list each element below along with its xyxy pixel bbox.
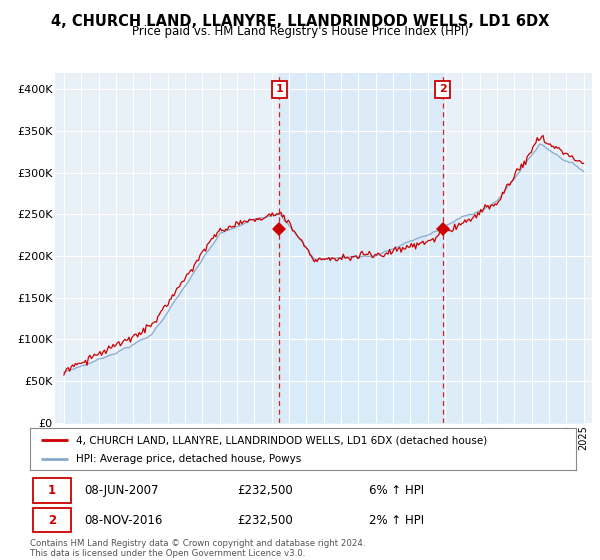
Text: 08-JUN-2007: 08-JUN-2007: [85, 484, 159, 497]
Text: 1: 1: [275, 85, 283, 95]
Bar: [280, 73, 443, 423]
Text: 08-NOV-2016: 08-NOV-2016: [85, 514, 163, 527]
Text: 4, CHURCH LAND, LLANYRE, LLANDRINDOD WELLS, LD1 6DX: 4, CHURCH LAND, LLANYRE, LLANDRINDOD WEL…: [51, 14, 549, 29]
Text: £232,500: £232,500: [238, 484, 293, 497]
Text: HPI: Average price, detached house, Powys: HPI: Average price, detached house, Powy…: [76, 454, 302, 464]
Text: 2% ↑ HPI: 2% ↑ HPI: [368, 514, 424, 527]
Text: £232,500: £232,500: [238, 514, 293, 527]
Text: 1: 1: [48, 484, 56, 497]
Text: 2: 2: [48, 514, 56, 527]
FancyBboxPatch shape: [33, 478, 71, 503]
Text: 6% ↑ HPI: 6% ↑ HPI: [368, 484, 424, 497]
Text: 2: 2: [439, 85, 446, 95]
Text: 4, CHURCH LAND, LLANYRE, LLANDRINDOD WELLS, LD1 6DX (detached house): 4, CHURCH LAND, LLANYRE, LLANDRINDOD WEL…: [76, 435, 488, 445]
FancyBboxPatch shape: [33, 508, 71, 533]
Text: Contains HM Land Registry data © Crown copyright and database right 2024.
This d: Contains HM Land Registry data © Crown c…: [30, 539, 365, 558]
Text: Price paid vs. HM Land Registry's House Price Index (HPI): Price paid vs. HM Land Registry's House …: [131, 25, 469, 38]
